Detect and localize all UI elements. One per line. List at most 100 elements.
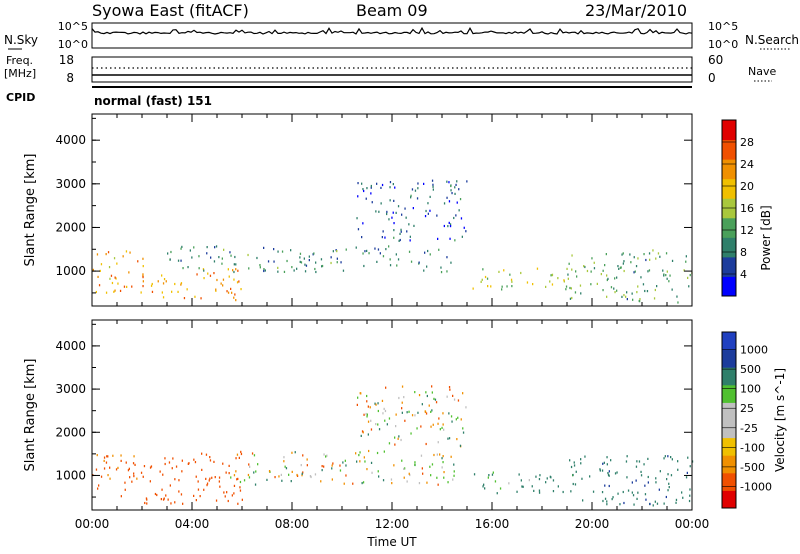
power-panel: 1000 2000 3000 4000 Slant Range [km]	[23, 113, 693, 307]
data-cell	[218, 256, 220, 259]
data-cell	[142, 475, 144, 478]
data-cell	[145, 497, 148, 500]
data-cell	[637, 285, 639, 288]
data-cell	[109, 466, 111, 469]
data-cell	[366, 394, 368, 398]
data-cell	[236, 281, 239, 284]
data-cell	[602, 462, 604, 465]
data-cell	[518, 473, 520, 476]
data-cell	[431, 391, 433, 394]
data-cell	[631, 481, 633, 484]
data-cell	[300, 464, 302, 467]
data-cell	[345, 474, 347, 477]
data-cell	[538, 489, 541, 492]
nave-label: Nave	[748, 65, 776, 78]
data-cell	[110, 274, 113, 277]
freq-tick-top: 18	[59, 53, 74, 67]
data-cell	[573, 464, 576, 467]
data-cell	[668, 482, 670, 485]
data-cell	[487, 476, 489, 479]
data-cell	[421, 467, 423, 470]
data-cell	[429, 253, 431, 256]
data-cell	[446, 256, 448, 259]
data-cell	[394, 436, 396, 439]
data-cell	[398, 435, 400, 438]
data-cell	[219, 485, 221, 488]
data-cell	[332, 462, 334, 465]
data-cell	[583, 265, 585, 268]
data-cell	[168, 461, 171, 464]
data-cell	[357, 396, 359, 399]
data-cell	[662, 269, 664, 272]
data-cell	[619, 503, 621, 506]
data-cell	[381, 399, 384, 402]
data-cell	[576, 275, 578, 278]
data-cell	[450, 189, 452, 192]
data-cell	[403, 476, 405, 479]
data-cell	[200, 297, 202, 300]
data-cell	[425, 391, 427, 394]
data-cell	[367, 420, 370, 423]
data-cell	[228, 275, 230, 278]
data-cell	[522, 485, 524, 488]
data-cell	[224, 495, 226, 498]
data-cell	[682, 496, 684, 499]
data-cell	[157, 280, 159, 283]
data-cell	[623, 501, 625, 505]
noise-tick-right-top: 10^5	[708, 20, 738, 33]
data-cell	[115, 468, 118, 471]
data-cell	[656, 502, 659, 505]
data-cell	[209, 459, 212, 462]
data-cell	[622, 252, 624, 255]
data-cell	[452, 394, 454, 397]
data-cell	[425, 412, 428, 415]
data-cell	[689, 488, 691, 491]
data-cell	[580, 458, 582, 461]
data-cell	[452, 478, 454, 481]
data-cell	[617, 265, 619, 268]
data-cell	[304, 270, 307, 273]
data-cell	[621, 253, 623, 256]
data-cell	[393, 229, 395, 232]
data-cell	[95, 468, 98, 471]
data-cell	[437, 422, 439, 425]
data-cell	[449, 225, 452, 228]
data-cell	[481, 278, 483, 281]
data-cell	[234, 255, 236, 259]
data-cell	[268, 470, 271, 473]
data-cell	[550, 476, 552, 479]
data-cell	[92, 268, 94, 271]
data-cell	[606, 295, 608, 298]
data-cell	[382, 412, 384, 415]
data-cell	[448, 412, 450, 415]
data-cell	[248, 463, 250, 466]
ytick-label: 4000	[55, 133, 86, 147]
data-cell	[375, 403, 377, 406]
data-cell	[392, 183, 394, 186]
data-cell	[666, 277, 668, 280]
data-cell	[186, 288, 188, 291]
data-cell	[418, 482, 421, 485]
data-cell	[442, 423, 444, 426]
data-cell	[640, 474, 643, 477]
data-cell	[116, 262, 118, 265]
data-cell	[206, 246, 208, 249]
data-cell	[411, 188, 414, 191]
data-cell	[113, 290, 115, 293]
data-cell	[321, 469, 323, 472]
data-cell	[687, 456, 689, 459]
data-cell	[449, 388, 451, 391]
data-cell	[381, 236, 383, 239]
data-cell	[384, 409, 387, 413]
data-cell	[209, 477, 211, 480]
data-cell	[457, 416, 459, 419]
data-cell	[414, 189, 417, 192]
data-cell	[255, 470, 257, 473]
data-cell	[636, 460, 638, 463]
data-cell	[367, 405, 369, 408]
data-cell	[465, 230, 467, 233]
data-cell	[645, 498, 647, 501]
data-cell	[227, 291, 230, 294]
data-cell	[549, 280, 551, 283]
